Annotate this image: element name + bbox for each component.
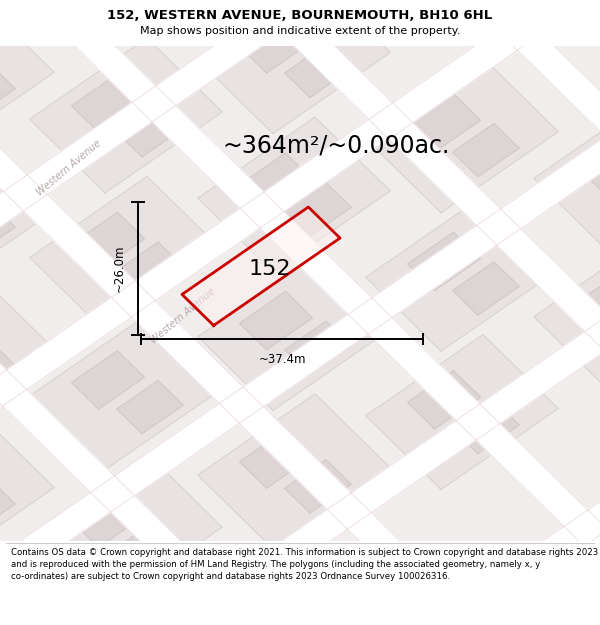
Polygon shape: [198, 0, 390, 134]
Polygon shape: [285, 182, 351, 236]
Text: Western Avenue: Western Avenue: [149, 286, 217, 346]
Polygon shape: [117, 242, 183, 296]
Polygon shape: [407, 94, 481, 152]
Polygon shape: [407, 371, 481, 429]
Polygon shape: [30, 453, 222, 608]
Polygon shape: [71, 351, 145, 409]
Polygon shape: [117, 104, 183, 157]
Polygon shape: [453, 262, 519, 315]
Polygon shape: [0, 82, 600, 625]
Polygon shape: [453, 400, 519, 454]
Text: 152, WESTERN AVENUE, BOURNEMOUTH, BH10 6HL: 152, WESTERN AVENUE, BOURNEMOUTH, BH10 6…: [107, 9, 493, 22]
Polygon shape: [198, 256, 390, 411]
Polygon shape: [0, 64, 15, 118]
Text: Western Avenue: Western Avenue: [35, 138, 103, 197]
Polygon shape: [366, 196, 558, 351]
Polygon shape: [277, 0, 600, 432]
Polygon shape: [366, 334, 558, 489]
Polygon shape: [239, 153, 313, 211]
Polygon shape: [285, 459, 351, 513]
Text: ~364m²/~0.090ac.: ~364m²/~0.090ac.: [223, 133, 449, 157]
Polygon shape: [71, 74, 145, 132]
Polygon shape: [30, 38, 222, 193]
Polygon shape: [182, 207, 340, 326]
Polygon shape: [117, 381, 183, 434]
Polygon shape: [0, 137, 54, 292]
Polygon shape: [198, 117, 390, 272]
Polygon shape: [0, 46, 600, 541]
Text: Contains OS data © Crown copyright and database right 2021. This information is : Contains OS data © Crown copyright and d…: [11, 548, 598, 581]
Text: Map shows position and indicative extent of the property.: Map shows position and indicative extent…: [140, 26, 460, 36]
Polygon shape: [0, 202, 15, 256]
Polygon shape: [71, 489, 145, 548]
Polygon shape: [71, 213, 145, 271]
Polygon shape: [407, 232, 481, 291]
Polygon shape: [0, 341, 15, 394]
Polygon shape: [534, 236, 600, 391]
Polygon shape: [117, 519, 183, 572]
Polygon shape: [43, 188, 600, 625]
Polygon shape: [239, 430, 313, 488]
Polygon shape: [0, 0, 54, 153]
Polygon shape: [30, 315, 222, 470]
Polygon shape: [285, 44, 351, 98]
Polygon shape: [198, 394, 390, 549]
Polygon shape: [239, 14, 313, 73]
Polygon shape: [149, 0, 600, 521]
Polygon shape: [0, 479, 15, 532]
Polygon shape: [366, 58, 558, 213]
Polygon shape: [0, 28, 506, 625]
Polygon shape: [151, 294, 600, 625]
Polygon shape: [0, 414, 54, 569]
Text: ~37.4m: ~37.4m: [258, 353, 306, 366]
Polygon shape: [239, 291, 313, 350]
Polygon shape: [575, 272, 600, 330]
Polygon shape: [285, 321, 351, 374]
Polygon shape: [534, 98, 600, 253]
Text: ~26.0m: ~26.0m: [113, 245, 126, 292]
Polygon shape: [0, 0, 600, 589]
Text: 152: 152: [249, 259, 291, 279]
Polygon shape: [453, 124, 519, 177]
Polygon shape: [30, 176, 222, 331]
Polygon shape: [0, 0, 600, 482]
Polygon shape: [575, 133, 600, 192]
Polygon shape: [20, 0, 600, 610]
Polygon shape: [0, 276, 54, 430]
